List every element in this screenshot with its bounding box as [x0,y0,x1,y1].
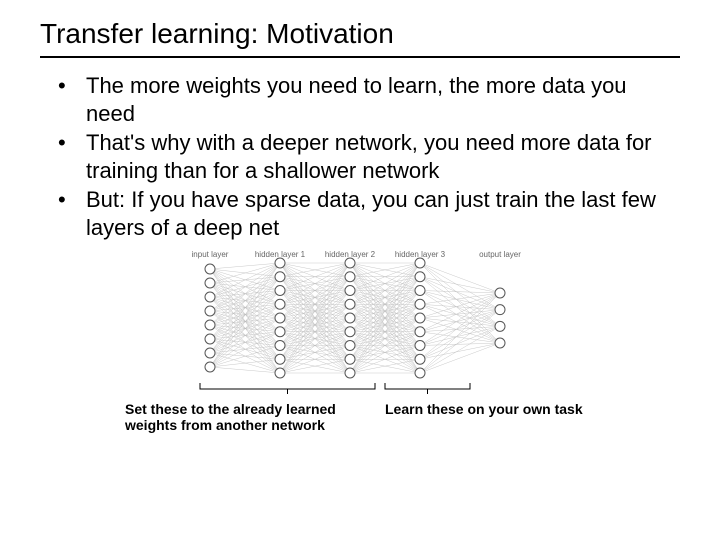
caption-pretrained: Set these to the already learned weights… [125,401,365,433]
svg-text:hidden layer 1: hidden layer 1 [255,250,306,259]
slide-title: Transfer learning: Motivation [40,18,680,58]
svg-text:output layer: output layer [479,250,521,259]
caption-finetune: Learn these on your own task [385,401,595,433]
bullet-item: The more weights you need to learn, the … [58,72,680,127]
diagram-captions: Set these to the already learned weights… [40,401,680,433]
neural-net-svg: input layer hidden layer 1 hidden layer 2 h… [170,249,550,399]
bullet-item: But: If you have sparse data, you can ju… [58,186,680,241]
bullet-list: The more weights you need to learn, the … [40,72,680,241]
svg-text:hidden layer 3: hidden layer 3 [395,250,446,259]
svg-text:input layer: input layer [192,250,229,259]
svg-text:hidden layer 2: hidden layer 2 [325,250,376,259]
network-diagram: input layer hidden layer 1 hidden layer 2 h… [40,249,680,399]
bullet-item: That's why with a deeper network, you ne… [58,129,680,184]
